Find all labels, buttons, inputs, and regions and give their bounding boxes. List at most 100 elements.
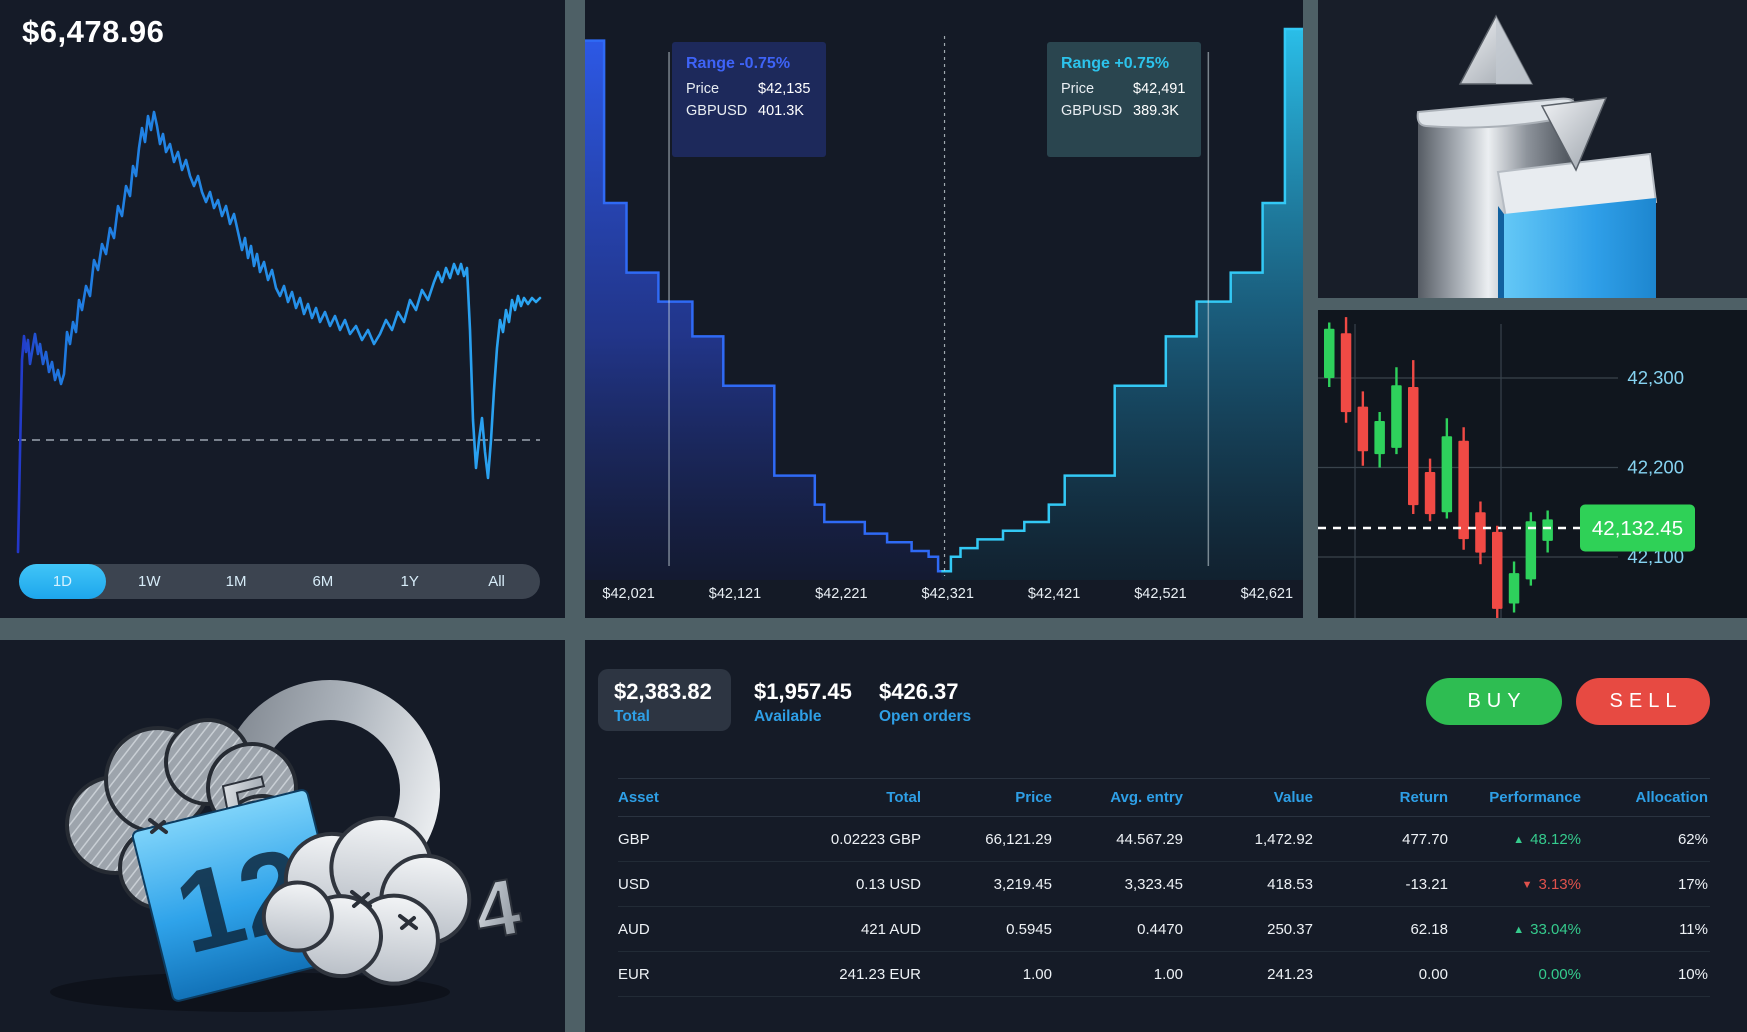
bars-3d-illustration-panel <box>1318 0 1747 298</box>
cell-performance: ▲ 48.12% <box>1513 830 1581 848</box>
column-header-performance: Performance <box>1489 789 1581 806</box>
digit-4: 4 <box>467 861 527 956</box>
down-triangle-icon <box>1540 97 1608 172</box>
time-range-bar: 1D 1W 1M 6M 1Y All <box>19 564 540 599</box>
bid-price-label: Price <box>686 81 720 97</box>
cell-return: -13.21 <box>1405 875 1448 893</box>
column-header-return: Return <box>1399 789 1448 806</box>
open-orders-value: $426.37 <box>879 679 959 704</box>
cell-allocation: 10% <box>1677 965 1708 983</box>
holdings-table-header: Asset Total Price Avg. entry Value Return Perf… <box>618 778 1710 817</box>
column-header-price: Price <box>1015 789 1052 806</box>
depth-x-label: $42,021 <box>602 586 655 602</box>
depth-x-label: $42,321 <box>921 586 974 602</box>
column-header-asset: Asset <box>618 789 659 806</box>
svg-text:42,132.45: 42,132.45 <box>1592 517 1683 540</box>
candlestick-panel: 42,300 42,200 42,100 42,132.45 <box>1318 310 1747 618</box>
numbers-illustration-panel: 5 12 4 <box>0 640 565 1032</box>
buy-button[interactable]: BUY <box>1426 678 1562 725</box>
ask-range-title: Range +0.75% <box>1061 55 1170 72</box>
bars-3d-illustration <box>1416 14 1658 298</box>
depth-x-label: $42,621 <box>1240 586 1294 602</box>
illustration-shadow <box>50 972 450 1012</box>
range-button-6m[interactable]: 6M <box>279 564 366 599</box>
ask-price-label: Price <box>1061 81 1095 97</box>
up-triangle-icon: ▲ <box>1513 833 1525 846</box>
depth-chart-panel: Range -0.75% Price $42,135 GBPUSD 401.3K… <box>585 0 1303 618</box>
svg-text:42,200: 42,200 <box>1627 457 1684 478</box>
cell-asset: GBP <box>618 830 650 848</box>
cell-performance: ▲ 33.04% <box>1513 920 1581 938</box>
open-orders-label: Open orders <box>879 708 972 725</box>
cell-price: 3,219.45 <box>993 875 1052 893</box>
cell-allocation: 17% <box>1677 875 1708 893</box>
cell-asset: AUD <box>618 920 650 938</box>
cell-avg-entry: 0.4470 <box>1137 920 1183 938</box>
cell-price: 1.00 <box>1022 965 1052 983</box>
depth-x-label: $42,121 <box>708 586 762 602</box>
svg-text:42,300: 42,300 <box>1627 367 1684 388</box>
depth-x-label: $42,521 <box>1134 586 1187 602</box>
cell-price: 0.5945 <box>1006 920 1052 938</box>
summary-total-card[interactable]: $2,383.82 Total <box>598 669 731 731</box>
cell-asset: EUR <box>618 965 650 983</box>
summary-open-orders[interactable]: $426.37 Open orders <box>879 679 971 726</box>
table-row-gbp[interactable]: GBP 0.02223 GBP 66,121.29 44.567.29 1,472.92… <box>618 817 1710 862</box>
depth-x-label: $42,421 <box>1027 586 1081 602</box>
total-value: $2,383.82 <box>614 679 712 704</box>
numbers-illustration: 5 12 4 <box>50 680 528 1012</box>
cell-total: 0.02223 GBP <box>830 830 921 848</box>
cell-avg-entry: 44.567.29 <box>1116 830 1183 848</box>
table-row-eur[interactable]: EUR 241.23 EUR 1.00 1.00 241.23 0.00 0.00% 10% <box>618 952 1710 997</box>
range-button-1w[interactable]: 1W <box>106 564 193 599</box>
holdings-table: Asset Total Price Avg. entry Value Return Perf… <box>618 778 1710 997</box>
cell-value: 418.53 <box>1267 875 1313 893</box>
portfolio-value: $6,478.96 <box>22 14 165 49</box>
cell-total: 421 AUD <box>860 920 921 938</box>
range-button-1m[interactable]: 1M <box>193 564 280 599</box>
table-row-aud[interactable]: AUD 421 AUD 0.5945 0.4470 250.37 62.18 ▲ 33.04%… <box>618 907 1710 952</box>
ask-volume-row: GBPUSD 389.3K <box>1061 103 1187 119</box>
cell-price: 66,121.29 <box>985 830 1052 848</box>
cell-asset: USD <box>618 875 650 893</box>
up-triangle-icon: ▲ <box>1513 923 1525 936</box>
ask-price-value: $42,491 <box>1133 81 1186 97</box>
sell-button[interactable]: SELL <box>1576 678 1710 725</box>
cell-value: 241.23 <box>1267 965 1313 983</box>
portfolio-panel: $6,478.96 1D 1W 1M 6M 1Y All <box>0 0 565 618</box>
summary-available[interactable]: $1,957.45 Available <box>754 679 852 726</box>
cell-allocation: 11% <box>1679 920 1708 938</box>
cell-avg-entry: 1.00 <box>1153 965 1183 983</box>
cell-value: 1,472.92 <box>1254 830 1313 848</box>
range-button-all[interactable]: All <box>453 564 540 599</box>
ask-volume-value: 389.3K <box>1133 103 1179 119</box>
cell-return: 0.00 <box>1418 965 1448 983</box>
silver-column-top <box>1416 97 1577 129</box>
blue-column <box>1504 198 1656 298</box>
blue-column-edge <box>1498 206 1504 298</box>
column-header-allocation: Allocation <box>1635 789 1708 806</box>
range-button-1d[interactable]: 1D <box>19 564 106 599</box>
bid-range-tooltip: Range -0.75% Price $42,135 GBPUSD 401.3K <box>672 42 826 157</box>
ask-range-tooltip: Range +0.75% Price $42,491 GBPUSD 389.3K <box>1047 42 1201 157</box>
bid-volume-row: GBPUSD 401.3K <box>686 103 812 119</box>
bid-volume-value: 401.3K <box>758 103 804 119</box>
bid-range-title: Range -0.75% <box>686 55 791 72</box>
portfolio-line-chart <box>16 110 542 554</box>
column-header-value: Value <box>1273 789 1313 806</box>
column-header-avg-entry: Avg. entry <box>1110 789 1183 806</box>
depth-chart <box>585 27 1303 581</box>
account-panel: $2,383.82 Total $1,957.45 Available $426… <box>585 640 1747 1032</box>
bid-price-value: $42,135 <box>758 81 811 97</box>
table-row-usd[interactable]: USD 0.13 USD 3,219.45 3,323.45 418.53 -13.21 ▼… <box>618 862 1710 907</box>
down-triangle-icon: ▼ <box>1521 878 1533 891</box>
range-button-1y[interactable]: 1Y <box>366 564 453 599</box>
total-label: Total <box>614 708 650 725</box>
depth-x-label: $42,221 <box>815 586 868 602</box>
cell-total: 241.23 EUR <box>839 965 921 983</box>
ask-pair-label: GBPUSD <box>1061 103 1123 119</box>
cell-return: 62.18 <box>1410 920 1448 938</box>
column-header-total: Total <box>886 789 921 806</box>
